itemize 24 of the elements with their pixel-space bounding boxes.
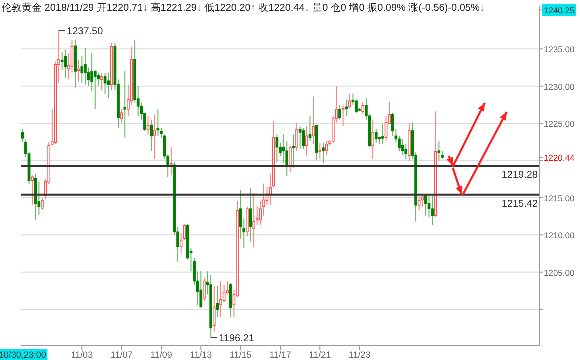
y-tick-label: 1240.25 bbox=[544, 6, 575, 16]
y-tick-label: 1235.00 bbox=[544, 44, 575, 55]
annotation: 1237.50 bbox=[67, 26, 104, 38]
x-tick-label: 11/03 bbox=[71, 350, 94, 360]
x-tick-label: 11/17 bbox=[270, 350, 292, 360]
annotation: 1196.21 bbox=[210, 334, 254, 345]
ref-line-label: 1219.28 bbox=[502, 170, 538, 182]
chart-title: 伦敦黄金 2018/11/29 开1220.71↓ 高1221.29↓ 低1220.20↑ 收1220.44↓ 量0 仓0 增0 振0.09% 涨(-0.56)-0.05%↓ bbox=[2, 2, 485, 14]
y-tick-label: 1230.00 bbox=[544, 82, 575, 92]
x-tick-label: 11/15 bbox=[230, 350, 252, 360]
y-tick-label: 1220.44 bbox=[544, 152, 575, 163]
x-tick-label: 11/21 bbox=[309, 350, 332, 360]
x-tick-label: 10/30,23:00 bbox=[0, 350, 46, 360]
y-tick-label: 1225.00 bbox=[544, 119, 575, 130]
annotation: 1196.21 bbox=[219, 334, 255, 345]
y-tick-label: 1215.00 bbox=[544, 193, 575, 204]
ref-line-label: 1215.42 bbox=[502, 198, 538, 210]
x-tick-label: 11/23 bbox=[348, 350, 371, 360]
y-tick-label: 1205.00 bbox=[544, 268, 575, 278]
x-tick-label: 11/09 bbox=[150, 350, 172, 360]
annotation: 1237.50 bbox=[58, 26, 104, 38]
x-tick-label: 11/13 bbox=[190, 350, 212, 360]
x-tick-label: 11/07 bbox=[110, 350, 133, 360]
y-tick-label: 1210.00 bbox=[544, 230, 575, 241]
